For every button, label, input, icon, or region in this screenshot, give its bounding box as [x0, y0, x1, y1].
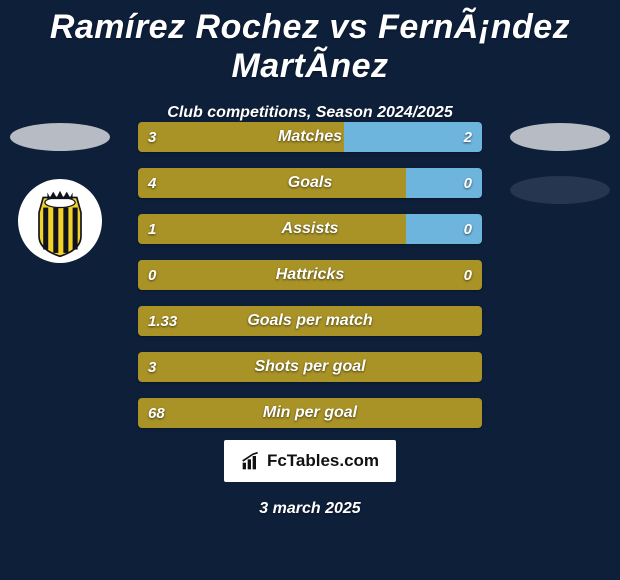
- stat-label: Goals per match: [138, 306, 482, 336]
- stat-label: Assists: [138, 214, 482, 244]
- stat-row: Shots per goal3: [138, 352, 482, 382]
- stat-value-right: 0: [454, 168, 482, 198]
- page-title: Ramírez Rochez vs FernÃ¡ndez MartÃ­nez: [0, 0, 620, 86]
- player-badge-left: [10, 123, 110, 151]
- stat-row: Goals4 0: [138, 168, 482, 198]
- stat-label: Min per goal: [138, 398, 482, 428]
- stat-value-left: 4: [138, 168, 166, 198]
- logo-text: FcTables.com: [267, 451, 379, 471]
- subtitle: Club competitions, Season 2024/2025: [0, 104, 620, 122]
- stat-value-left: 3: [138, 122, 166, 152]
- stat-value-left: 0: [138, 260, 166, 290]
- stats-bars-container: Matches32Goals40Assists10Hattricks00Goal…: [138, 122, 482, 444]
- stat-label: Hattricks: [138, 260, 482, 290]
- stat-label: Shots per goal: [138, 352, 482, 382]
- date-label: 3 march 2025: [0, 500, 620, 518]
- player-badge-right: [510, 123, 610, 151]
- stat-row: Min per goal68: [138, 398, 482, 428]
- stat-row: Goals per match1.33: [138, 306, 482, 336]
- stat-value-right: 0: [454, 214, 482, 244]
- stat-value-left: 1.33: [138, 306, 187, 336]
- player-badge-right-secondary: [510, 176, 610, 204]
- stat-value-left: 3: [138, 352, 166, 382]
- stat-value-right: 2: [454, 122, 482, 152]
- stat-row: Matches3 2: [138, 122, 482, 152]
- stat-row: Hattricks0 0: [138, 260, 482, 290]
- chart-icon: [241, 451, 261, 471]
- club-crest-icon: [18, 179, 102, 263]
- stat-value-left: 1: [138, 214, 166, 244]
- fctables-logo: FcTables.com: [224, 440, 396, 482]
- stat-label: Goals: [138, 168, 482, 198]
- stat-value-left: 68: [138, 398, 175, 428]
- stat-row: Assists1 0: [138, 214, 482, 244]
- stat-label: Matches: [138, 122, 482, 152]
- stat-value-right: 0: [454, 260, 482, 290]
